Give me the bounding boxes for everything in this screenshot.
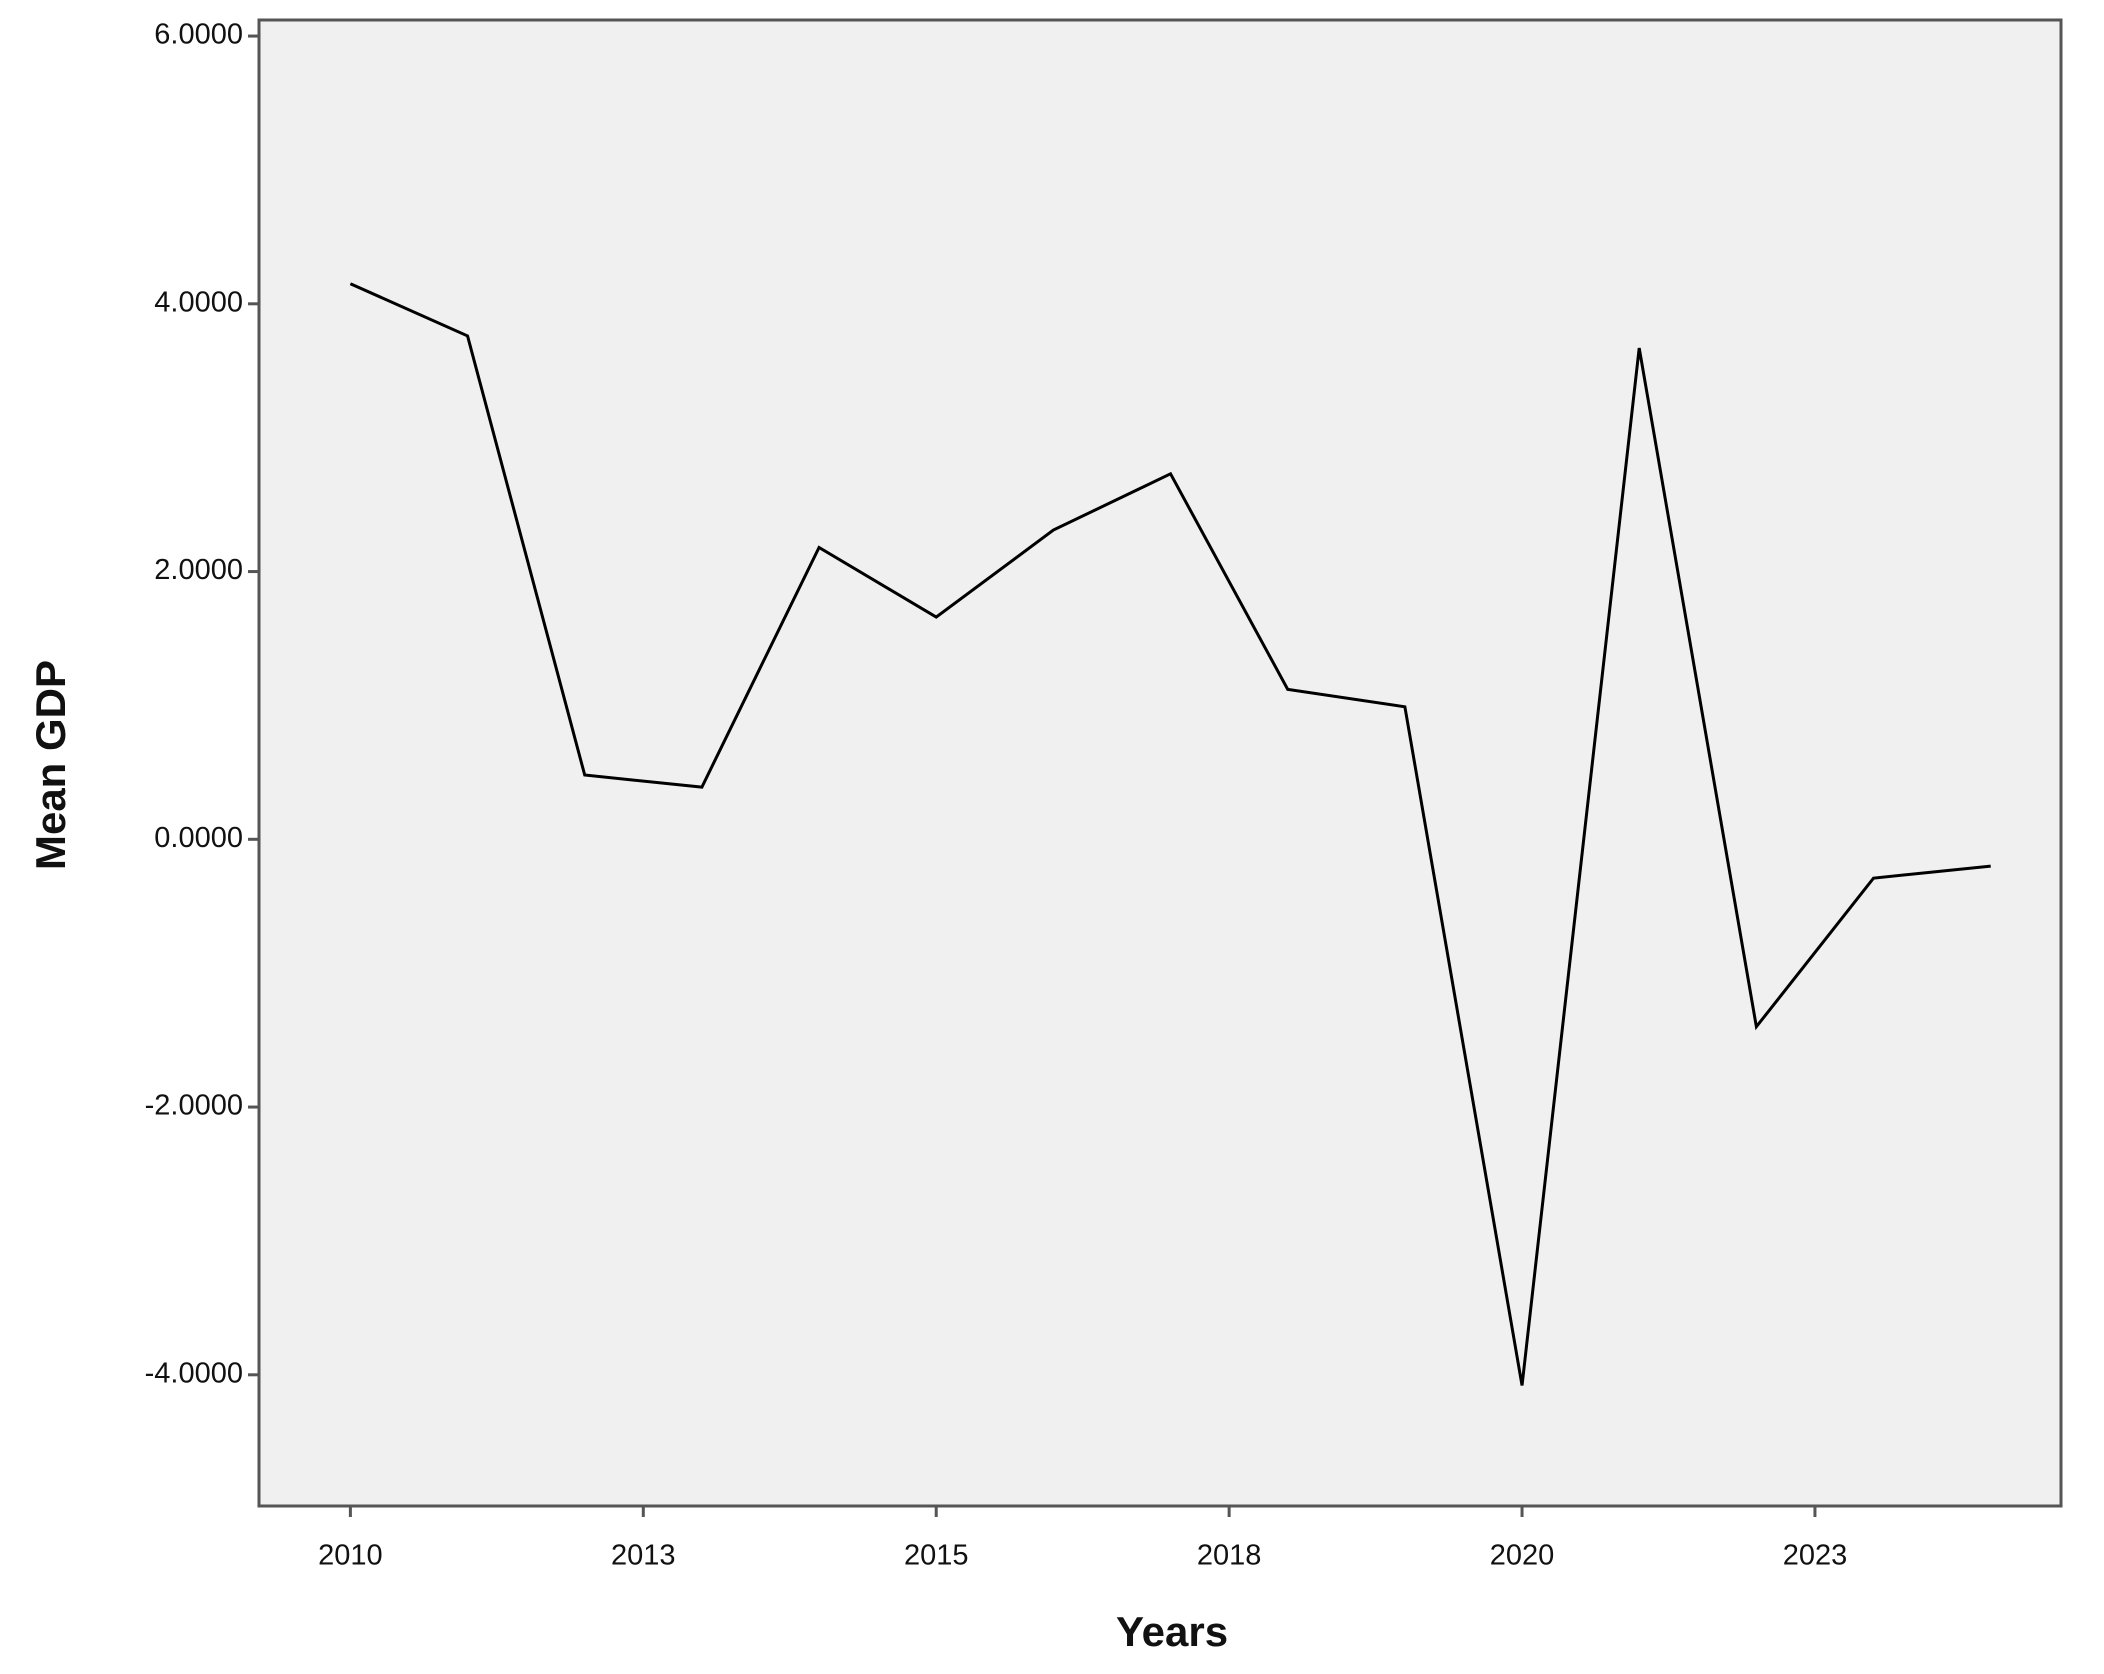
x-tick-label: 2013 — [611, 1540, 676, 1572]
y-axis-title: Mean GDP — [27, 660, 74, 870]
y-tick-label: 6.0000 — [154, 19, 243, 51]
y-tick-label: 2.0000 — [154, 554, 243, 586]
plot-area — [257, 18, 2063, 1508]
x-axis-title: Years — [1116, 1608, 1228, 1655]
y-tick-label: -4.0000 — [145, 1357, 243, 1389]
y-tick-label: 4.0000 — [154, 286, 243, 318]
x-tick-label: 2018 — [1197, 1540, 1262, 1572]
x-tick-label: 2015 — [904, 1540, 969, 1572]
y-tick-label: 0.0000 — [154, 822, 243, 854]
x-tick-label: 2023 — [1783, 1540, 1848, 1572]
data-line — [349, 282, 1991, 1386]
x-tick-label: 2010 — [318, 1540, 383, 1572]
x-tick-label: 2020 — [1490, 1540, 1555, 1572]
y-tick-label: -2.0000 — [145, 1090, 243, 1122]
